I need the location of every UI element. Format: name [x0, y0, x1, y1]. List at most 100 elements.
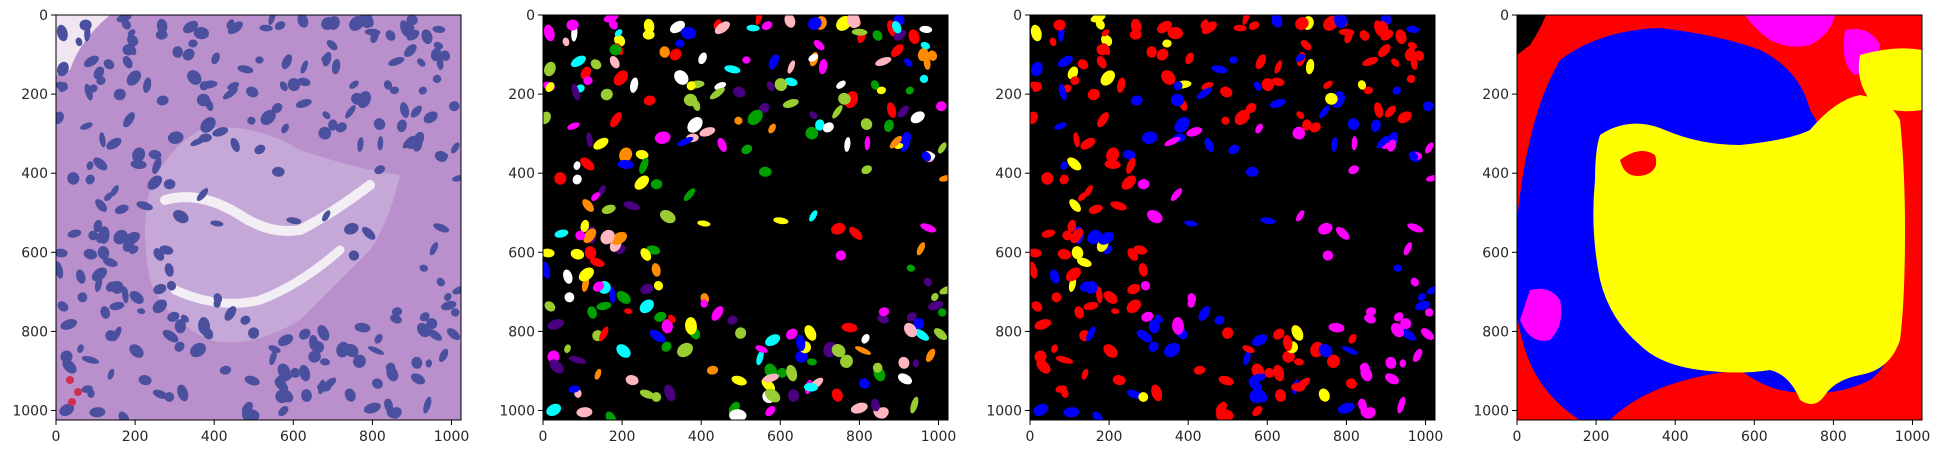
nucleus-class	[1401, 329, 1417, 341]
nucleus-class	[1054, 122, 1067, 130]
nucleus	[374, 333, 383, 344]
nucleus	[148, 150, 162, 160]
nucleus-class	[1348, 165, 1360, 175]
nucleus	[326, 40, 338, 51]
nucleus-instance	[643, 18, 655, 34]
nucleus-instance	[699, 127, 716, 137]
nucleus	[348, 250, 360, 261]
nucleus	[93, 219, 103, 233]
nucleus	[242, 409, 260, 420]
nucleus-instance	[711, 306, 724, 321]
nucleus	[56, 261, 64, 279]
nucleus-instance	[927, 50, 938, 61]
nucleus-class	[1138, 392, 1149, 402]
nucleus-instance	[609, 44, 622, 56]
nucleus-class	[1327, 354, 1340, 368]
nucleus-instance	[554, 229, 569, 238]
x-tick-label: 200	[1096, 429, 1123, 445]
nucleus	[80, 122, 93, 130]
nucleus	[400, 102, 410, 118]
nucleus-instance	[639, 157, 649, 174]
nucleus-instance	[634, 175, 650, 190]
nucleus-class	[1116, 77, 1126, 93]
nucleus-class	[1136, 329, 1153, 343]
nucleus	[62, 359, 77, 374]
nucleus	[403, 44, 417, 58]
y-tick-label: 1000	[986, 404, 1022, 420]
nucleus-instance	[734, 116, 743, 125]
nucleus-instance	[640, 283, 654, 295]
panel-histology	[55, 14, 462, 421]
nucleus-instance	[686, 81, 696, 91]
nucleus	[390, 407, 402, 419]
nucleus	[321, 53, 332, 62]
nucleus	[427, 329, 443, 341]
nucleus-class	[1323, 80, 1333, 89]
nucleus	[259, 24, 273, 32]
nucleus-class	[1110, 201, 1127, 211]
nucleus-instance	[664, 384, 676, 402]
nucleus-instance	[835, 250, 847, 261]
nucleus	[391, 307, 403, 317]
nucleus-instance	[805, 126, 819, 140]
nucleus-instance	[936, 101, 947, 112]
nucleus-class	[1347, 118, 1360, 130]
nucleus-class	[1385, 356, 1397, 369]
nucleus-instance	[667, 314, 676, 323]
nucleus-class	[1055, 356, 1074, 364]
nucleus	[449, 101, 460, 112]
nucleus	[105, 281, 118, 292]
nucleus-instance	[758, 103, 770, 114]
nucleus-instance	[898, 356, 910, 369]
nucleus	[138, 375, 152, 386]
nucleus-class	[1141, 311, 1154, 322]
x-tick-label: 1000	[921, 429, 957, 445]
nucleus-instance	[617, 159, 634, 169]
nucleus-instance	[804, 382, 818, 392]
nucleus-class	[1057, 248, 1072, 260]
nucleus-instance	[777, 367, 788, 378]
nucleus-instance	[639, 299, 654, 314]
nucleus-instance	[809, 111, 818, 120]
nucleus-instance	[838, 92, 851, 105]
nucleus-class	[1170, 188, 1183, 202]
nucleus-class	[1098, 231, 1114, 245]
nucleus-class	[1051, 344, 1058, 353]
nucleus-instance	[755, 345, 768, 353]
y-tick-label: 800	[508, 324, 535, 340]
nucleus-instance	[616, 344, 631, 358]
nucleus-class	[1357, 80, 1367, 90]
nucleus-instance	[913, 318, 925, 330]
nucleus-instance	[808, 17, 822, 30]
nucleus	[385, 362, 396, 373]
nucleus-class	[1071, 246, 1084, 260]
axis-frame	[55, 14, 462, 421]
x-tick-label: 400	[201, 429, 228, 445]
nucleus-class	[1338, 28, 1355, 36]
nucleus-class	[1234, 109, 1250, 126]
nucleus	[436, 56, 444, 70]
instance-nuclei	[543, 15, 948, 420]
nucleus-class	[1271, 77, 1285, 87]
nucleus	[429, 242, 439, 256]
nucleus	[86, 161, 94, 170]
nucleus-class	[1204, 137, 1214, 152]
nucleus-class	[1185, 52, 1194, 65]
nucleus	[287, 78, 301, 92]
nucleus-instance	[759, 166, 772, 177]
nucleus-class	[1397, 111, 1412, 124]
nucleus-class	[1130, 95, 1143, 106]
nucleus-instance	[576, 407, 593, 418]
nucleus-class	[1291, 325, 1304, 341]
nucleus-class	[1112, 375, 1126, 386]
nucleus-class	[1121, 175, 1137, 190]
nucleus-instance	[787, 60, 796, 74]
nucleus-instance	[724, 65, 741, 74]
nucleus-class	[1426, 175, 1435, 182]
nucleus	[269, 350, 277, 366]
nucleus-class	[1364, 407, 1376, 419]
nucleus-class	[1397, 396, 1406, 414]
y-tick-label: 1000	[1473, 404, 1509, 420]
nucleus-instance	[698, 52, 707, 65]
